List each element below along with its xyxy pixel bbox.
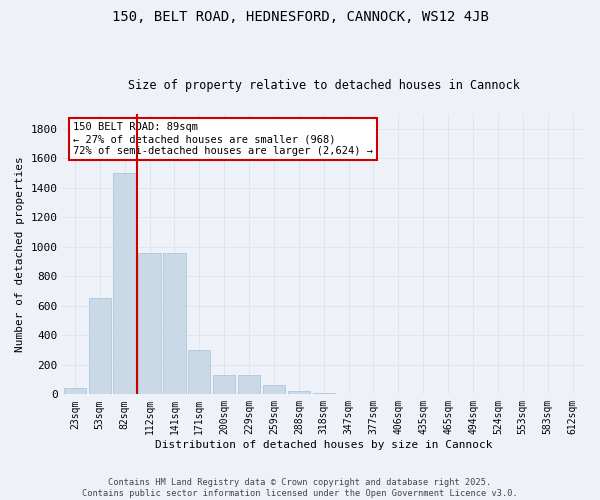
Text: 150 BELT ROAD: 89sqm
← 27% of detached houses are smaller (968)
72% of semi-deta: 150 BELT ROAD: 89sqm ← 27% of detached h… [73,122,373,156]
Bar [313,392,335,394]
Bar [113,173,136,394]
Bar [213,375,235,394]
Bar [89,298,111,394]
Title: Size of property relative to detached houses in Cannock: Size of property relative to detached ho… [128,79,520,92]
Y-axis label: Number of detached properties: Number of detached properties [15,156,25,352]
X-axis label: Distribution of detached houses by size in Cannock: Distribution of detached houses by size … [155,440,493,450]
Bar [188,350,211,395]
Bar [287,390,310,394]
Bar [163,254,185,394]
Bar [64,388,86,394]
Text: 150, BELT ROAD, HEDNESFORD, CANNOCK, WS12 4JB: 150, BELT ROAD, HEDNESFORD, CANNOCK, WS1… [112,10,488,24]
Bar [139,254,161,394]
Text: Contains HM Land Registry data © Crown copyright and database right 2025.
Contai: Contains HM Land Registry data © Crown c… [82,478,518,498]
Bar [263,384,285,394]
Bar [238,375,260,394]
